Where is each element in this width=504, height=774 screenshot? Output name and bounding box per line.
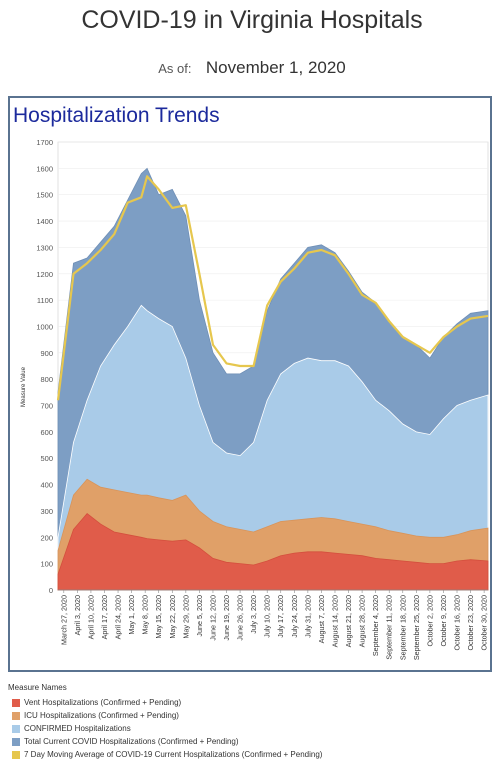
x-tick-label: August 7, 2020 [317, 595, 326, 643]
y-tick-label: 500 [40, 454, 53, 463]
x-tick-label: September 18, 2020 [398, 595, 407, 660]
y-tick-label: 700 [40, 402, 53, 411]
y-tick-label: 1600 [36, 164, 53, 173]
legend-label: ICU Hospitalizations (Confirmed + Pendin… [24, 711, 179, 720]
area-layers[interactable] [57, 167, 489, 591]
as-of-row: As of: November 1, 2020 [0, 58, 504, 78]
legend-swatch [12, 737, 20, 746]
y-tick-label: 0 [49, 586, 53, 595]
x-tick-label: April 3, 2020 [73, 595, 82, 635]
x-tick-label: October 16, 2020 [453, 595, 462, 651]
y-tick-label: 1400 [36, 217, 53, 226]
y-tick-label: 900 [40, 349, 53, 358]
chart-panel [8, 96, 492, 672]
x-tick-label: May 15, 2020 [154, 595, 163, 639]
x-tick-label: July 17, 2020 [276, 595, 285, 638]
y-tick-label: 1000 [36, 322, 53, 331]
y-tick-label: 1300 [36, 243, 53, 252]
x-tick-label: April 10, 2020 [86, 595, 95, 639]
x-tick-label: October 23, 2020 [466, 595, 475, 651]
x-tick-label: October 9, 2020 [439, 595, 448, 647]
y-axis: 0 100 200 300 400 500 600 700 800 900 1000 1100 1200… [36, 138, 53, 595]
legend-label: Vent Hospitalizations (Confirmed + Pendi… [24, 698, 182, 707]
legend-item[interactable]: CONFIRMED Hospitalizations [8, 722, 322, 735]
x-tick-label: April 24, 2020 [114, 595, 123, 639]
legend-item[interactable]: 7 Day Moving Average of COVID-19 Current… [8, 748, 322, 761]
legend-label: 7 Day Moving Average of COVID-19 Current… [24, 750, 323, 759]
y-tick-label: 100 [40, 560, 53, 569]
legend-label: CONFIRMED Hospitalizations [24, 724, 131, 733]
y-tick-label: 1200 [36, 270, 53, 279]
x-tick-label: June 26, 2020 [236, 595, 245, 641]
legend-swatch [12, 724, 20, 733]
x-tick-label: October 2, 2020 [425, 595, 434, 647]
legend-swatch [12, 698, 20, 707]
x-tick-label: May 8, 2020 [141, 595, 150, 635]
y-tick-label: 800 [40, 375, 53, 384]
x-tick-label: July 3, 2020 [249, 595, 258, 634]
legend: Measure Names Vent Hospitalizations (Con… [8, 683, 322, 761]
x-tick-label: June 5, 2020 [195, 595, 204, 637]
legend-item[interactable]: Total Current COVID Hospitalizations (Co… [8, 735, 322, 748]
x-tick-label: July 24, 2020 [290, 595, 299, 638]
x-tick-label: August 14, 2020 [331, 595, 340, 647]
x-axis: March 27, 2020 April 3, 2020 April 10, 202… [58, 589, 489, 660]
x-tick-label: May 1, 2020 [127, 595, 136, 635]
panel-title: Hospitalization Trends [13, 104, 220, 127]
x-tick-label: July 31, 2020 [303, 595, 312, 638]
x-tick-label: May 29, 2020 [181, 595, 190, 639]
x-tick-label: August 28, 2020 [358, 595, 367, 647]
y-tick-label: 200 [40, 533, 53, 542]
x-tick-label: September 4, 2020 [371, 595, 380, 656]
y-axis-label: Measure Value [21, 366, 27, 407]
y-tick-label: 1700 [36, 138, 53, 147]
x-tick-label: September 11, 2020 [385, 595, 394, 660]
x-tick-label: August 21, 2020 [344, 595, 353, 647]
y-tick-label: 1500 [36, 191, 53, 200]
x-tick-label: July 10, 2020 [263, 595, 272, 638]
legend-item[interactable]: Vent Hospitalizations (Confirmed + Pendi… [8, 696, 322, 709]
page-title: COVID-19 in Virginia Hospitals [81, 6, 423, 34]
x-tick-label: June 12, 2020 [209, 595, 218, 641]
legend-label: Total Current COVID Hospitalizations (Co… [24, 737, 239, 746]
hospitalization-chart[interactable]: 0 100 200 300 400 500 600 700 800 900 1000 1100 1200… [10, 134, 492, 670]
legend-items: Vent Hospitalizations (Confirmed + Pendi… [8, 696, 322, 761]
y-tick-label: 600 [40, 428, 53, 437]
x-tick-label: March 27, 2020 [59, 595, 68, 645]
y-tick-label: 400 [40, 481, 53, 490]
x-tick-label: April 17, 2020 [100, 595, 109, 639]
as-of-label: As of: [158, 61, 192, 76]
y-tick-label: 1100 [37, 296, 53, 305]
legend-swatch [12, 711, 20, 720]
x-tick-label: October 30, 2020 [480, 595, 489, 651]
moving-average-line[interactable] [56, 175, 489, 401]
legend-swatch [12, 750, 20, 759]
x-tick-label: May 22, 2020 [168, 595, 177, 639]
as-of-date: November 1, 2020 [205, 58, 346, 77]
x-tick-label: June 19, 2020 [222, 595, 231, 641]
legend-title: Measure Names [8, 683, 67, 692]
x-tick-label: September 25, 2020 [412, 595, 421, 660]
legend-item[interactable]: ICU Hospitalizations (Confirmed + Pendin… [8, 709, 322, 722]
y-tick-label: 300 [40, 507, 53, 516]
series-area[interactable] [57, 513, 489, 591]
moving-average-line-group[interactable] [56, 175, 489, 401]
